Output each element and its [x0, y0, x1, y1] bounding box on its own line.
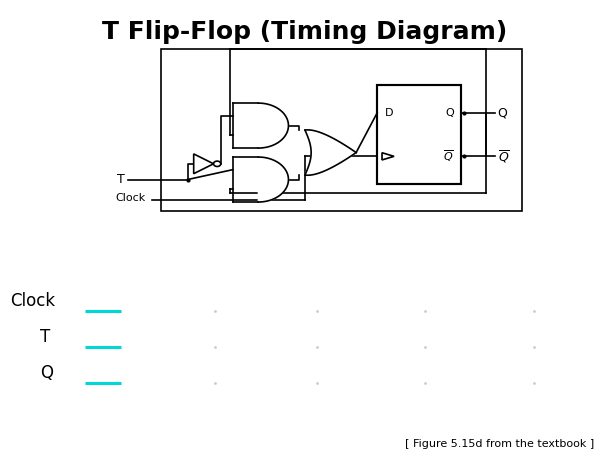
Text: T: T [117, 173, 124, 186]
Polygon shape [194, 154, 213, 174]
Bar [377, 85, 461, 184]
Text: Q: Q [498, 106, 508, 119]
Text: Clock: Clock [115, 192, 146, 202]
Bar [160, 49, 522, 211]
Text: T Flip-Flop (Timing Diagram): T Flip-Flop (Timing Diagram) [102, 20, 508, 44]
Text: [ Figure 5.15d from the textbook ]: [ Figure 5.15d from the textbook ] [404, 439, 594, 449]
Text: Clock: Clock [10, 292, 56, 310]
Text: T: T [40, 328, 51, 346]
Text: $\overline{Q}$: $\overline{Q}$ [443, 148, 454, 164]
Polygon shape [259, 157, 289, 202]
Circle shape [214, 161, 221, 167]
Text: $\overline{Q}$: $\overline{Q}$ [498, 148, 509, 164]
Text: Q: Q [40, 364, 53, 382]
Polygon shape [259, 103, 289, 148]
Polygon shape [305, 130, 356, 175]
Text: Q: Q [445, 108, 454, 118]
Polygon shape [382, 153, 394, 160]
Text: D: D [384, 108, 393, 118]
